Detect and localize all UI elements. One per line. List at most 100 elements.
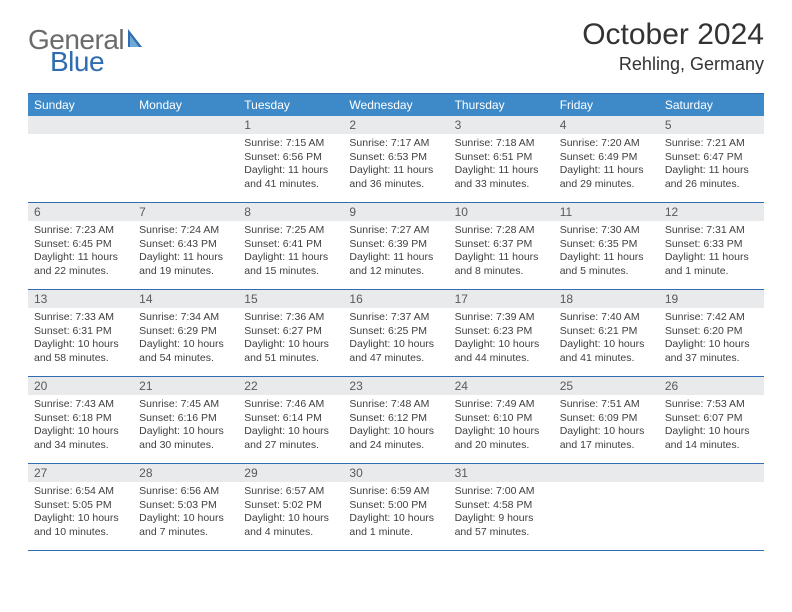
day-number: 25 — [554, 377, 659, 395]
day-number: 10 — [449, 203, 554, 221]
day-cell: 9Sunrise: 7:27 AMSunset: 6:39 PMDaylight… — [343, 203, 448, 289]
daylight-text: Daylight: 10 hours and 7 minutes. — [139, 512, 232, 539]
day-cell: 26Sunrise: 7:53 AMSunset: 6:07 PMDayligh… — [659, 377, 764, 463]
day-content: Sunrise: 6:57 AMSunset: 5:02 PMDaylight:… — [238, 482, 343, 545]
week-row: 20Sunrise: 7:43 AMSunset: 6:18 PMDayligh… — [28, 377, 764, 464]
weekday-header: Tuesday — [238, 94, 343, 116]
daylight-text: Daylight: 11 hours and 29 minutes. — [560, 164, 653, 191]
daylight-text: Daylight: 10 hours and 51 minutes. — [244, 338, 337, 365]
day-cell: 24Sunrise: 7:49 AMSunset: 6:10 PMDayligh… — [449, 377, 554, 463]
day-content: Sunrise: 7:42 AMSunset: 6:20 PMDaylight:… — [659, 308, 764, 371]
day-content: Sunrise: 7:45 AMSunset: 6:16 PMDaylight:… — [133, 395, 238, 458]
sunrise-text: Sunrise: 7:21 AM — [665, 137, 758, 151]
sunrise-text: Sunrise: 6:59 AM — [349, 485, 442, 499]
day-content: Sunrise: 7:40 AMSunset: 6:21 PMDaylight:… — [554, 308, 659, 371]
day-number: 31 — [449, 464, 554, 482]
day-content: Sunrise: 7:36 AMSunset: 6:27 PMDaylight:… — [238, 308, 343, 371]
sunset-text: Sunset: 6:21 PM — [560, 325, 653, 339]
day-cell: 13Sunrise: 7:33 AMSunset: 6:31 PMDayligh… — [28, 290, 133, 376]
daylight-text: Daylight: 11 hours and 12 minutes. — [349, 251, 442, 278]
sunset-text: Sunset: 6:56 PM — [244, 151, 337, 165]
sunset-text: Sunset: 6:29 PM — [139, 325, 232, 339]
day-content: Sunrise: 7:18 AMSunset: 6:51 PMDaylight:… — [449, 134, 554, 197]
sunrise-text: Sunrise: 7:00 AM — [455, 485, 548, 499]
sunrise-text: Sunrise: 7:28 AM — [455, 224, 548, 238]
day-number: 16 — [343, 290, 448, 308]
day-cell: 20Sunrise: 7:43 AMSunset: 6:18 PMDayligh… — [28, 377, 133, 463]
day-cell: 22Sunrise: 7:46 AMSunset: 6:14 PMDayligh… — [238, 377, 343, 463]
day-number: 15 — [238, 290, 343, 308]
day-content: Sunrise: 7:20 AMSunset: 6:49 PMDaylight:… — [554, 134, 659, 197]
day-cell: 1Sunrise: 7:15 AMSunset: 6:56 PMDaylight… — [238, 116, 343, 202]
daylight-text: Daylight: 10 hours and 27 minutes. — [244, 425, 337, 452]
sunrise-text: Sunrise: 7:23 AM — [34, 224, 127, 238]
sunset-text: Sunset: 5:05 PM — [34, 499, 127, 513]
daylight-text: Daylight: 11 hours and 22 minutes. — [34, 251, 127, 278]
day-number: 9 — [343, 203, 448, 221]
day-cell: 31Sunrise: 7:00 AMSunset: 4:58 PMDayligh… — [449, 464, 554, 550]
day-cell: 5Sunrise: 7:21 AMSunset: 6:47 PMDaylight… — [659, 116, 764, 202]
sunset-text: Sunset: 6:09 PM — [560, 412, 653, 426]
day-content: Sunrise: 6:56 AMSunset: 5:03 PMDaylight:… — [133, 482, 238, 545]
day-cell: 3Sunrise: 7:18 AMSunset: 6:51 PMDaylight… — [449, 116, 554, 202]
day-number: 29 — [238, 464, 343, 482]
day-cell: 17Sunrise: 7:39 AMSunset: 6:23 PMDayligh… — [449, 290, 554, 376]
day-number: 30 — [343, 464, 448, 482]
week-row: 1Sunrise: 7:15 AMSunset: 6:56 PMDaylight… — [28, 116, 764, 203]
sunrise-text: Sunrise: 7:40 AM — [560, 311, 653, 325]
day-content: Sunrise: 7:21 AMSunset: 6:47 PMDaylight:… — [659, 134, 764, 197]
day-cell: 29Sunrise: 6:57 AMSunset: 5:02 PMDayligh… — [238, 464, 343, 550]
sunset-text: Sunset: 6:10 PM — [455, 412, 548, 426]
daylight-text: Daylight: 11 hours and 15 minutes. — [244, 251, 337, 278]
day-content: Sunrise: 7:33 AMSunset: 6:31 PMDaylight:… — [28, 308, 133, 371]
daylight-text: Daylight: 11 hours and 26 minutes. — [665, 164, 758, 191]
day-number — [554, 464, 659, 482]
sunset-text: Sunset: 5:00 PM — [349, 499, 442, 513]
header: General October 2024 Rehling, Germany — [28, 18, 764, 75]
day-content: Sunrise: 7:34 AMSunset: 6:29 PMDaylight:… — [133, 308, 238, 371]
location: Rehling, Germany — [582, 54, 764, 75]
daylight-text: Daylight: 10 hours and 24 minutes. — [349, 425, 442, 452]
day-content: Sunrise: 7:00 AMSunset: 4:58 PMDaylight:… — [449, 482, 554, 545]
sunset-text: Sunset: 6:41 PM — [244, 238, 337, 252]
day-number: 27 — [28, 464, 133, 482]
sunset-text: Sunset: 6:53 PM — [349, 151, 442, 165]
day-cell: 11Sunrise: 7:30 AMSunset: 6:35 PMDayligh… — [554, 203, 659, 289]
day-cell: 2Sunrise: 7:17 AMSunset: 6:53 PMDaylight… — [343, 116, 448, 202]
sunset-text: Sunset: 6:39 PM — [349, 238, 442, 252]
sunset-text: Sunset: 6:12 PM — [349, 412, 442, 426]
day-cell: 7Sunrise: 7:24 AMSunset: 6:43 PMDaylight… — [133, 203, 238, 289]
day-cell — [554, 464, 659, 550]
daylight-text: Daylight: 11 hours and 5 minutes. — [560, 251, 653, 278]
day-number: 5 — [659, 116, 764, 134]
daylight-text: Daylight: 11 hours and 19 minutes. — [139, 251, 232, 278]
day-content: Sunrise: 7:51 AMSunset: 6:09 PMDaylight:… — [554, 395, 659, 458]
day-content: Sunrise: 7:48 AMSunset: 6:12 PMDaylight:… — [343, 395, 448, 458]
sunset-text: Sunset: 6:16 PM — [139, 412, 232, 426]
calendar: SundayMondayTuesdayWednesdayThursdayFrid… — [28, 93, 764, 551]
day-number: 1 — [238, 116, 343, 134]
sunrise-text: Sunrise: 6:54 AM — [34, 485, 127, 499]
daylight-text: Daylight: 10 hours and 14 minutes. — [665, 425, 758, 452]
day-number: 21 — [133, 377, 238, 395]
sunrise-text: Sunrise: 7:34 AM — [139, 311, 232, 325]
day-cell — [133, 116, 238, 202]
daylight-text: Daylight: 11 hours and 41 minutes. — [244, 164, 337, 191]
day-content: Sunrise: 6:59 AMSunset: 5:00 PMDaylight:… — [343, 482, 448, 545]
weekday-header: Sunday — [28, 94, 133, 116]
daylight-text: Daylight: 10 hours and 34 minutes. — [34, 425, 127, 452]
sunset-text: Sunset: 6:35 PM — [560, 238, 653, 252]
day-cell: 27Sunrise: 6:54 AMSunset: 5:05 PMDayligh… — [28, 464, 133, 550]
sunrise-text: Sunrise: 7:33 AM — [34, 311, 127, 325]
sunrise-text: Sunrise: 7:43 AM — [34, 398, 127, 412]
sunset-text: Sunset: 6:27 PM — [244, 325, 337, 339]
day-number: 3 — [449, 116, 554, 134]
day-content: Sunrise: 7:24 AMSunset: 6:43 PMDaylight:… — [133, 221, 238, 284]
daylight-text: Daylight: 11 hours and 8 minutes. — [455, 251, 548, 278]
day-number: 6 — [28, 203, 133, 221]
sunrise-text: Sunrise: 7:49 AM — [455, 398, 548, 412]
day-number: 7 — [133, 203, 238, 221]
day-content: Sunrise: 6:54 AMSunset: 5:05 PMDaylight:… — [28, 482, 133, 545]
day-content: Sunrise: 7:39 AMSunset: 6:23 PMDaylight:… — [449, 308, 554, 371]
day-cell: 4Sunrise: 7:20 AMSunset: 6:49 PMDaylight… — [554, 116, 659, 202]
